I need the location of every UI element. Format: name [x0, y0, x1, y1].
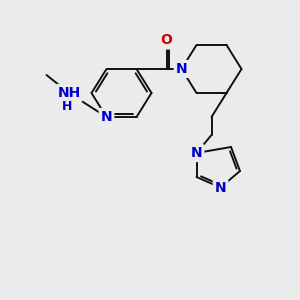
- Text: O: O: [160, 34, 172, 47]
- Text: N: N: [215, 181, 226, 194]
- Text: N: N: [176, 62, 187, 76]
- Text: NH: NH: [57, 86, 81, 100]
- Text: N: N: [101, 110, 112, 124]
- Text: N: N: [191, 146, 202, 160]
- Text: H: H: [62, 100, 73, 113]
